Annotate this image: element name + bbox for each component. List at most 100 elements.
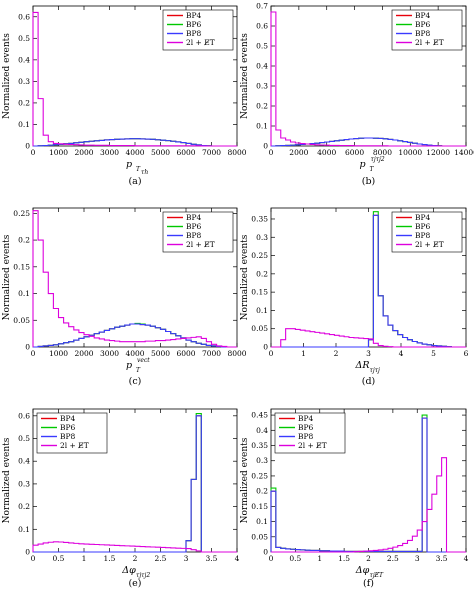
x-axis-label: p [126,360,132,371]
legend-entry-label: BP8 [298,432,314,441]
series-line-bp8 [33,323,237,348]
x-axis-label-subsubscript: τh [141,169,148,176]
y-tick-label: 0.4 [256,426,268,435]
panel-caption: (a) [128,176,141,187]
y-tick-label: 0.2 [256,102,268,111]
legend-entry-label: BP4 [186,213,202,222]
x-tick-label: 2.5 [155,554,167,563]
x-axis-label-subscript: T [136,166,141,173]
panel-caption: (c) [129,376,142,387]
x-tick-label: 0.5 [53,554,65,563]
y-tick-label: 0 [263,142,268,151]
chart-panel-5: 0 0.5 1 1.5 2 2.5 3 3.5 4 0 0.05 0.1 0.15 0.2 0.25 0.3 0… [240,408,469,589]
y-tick-label: 0.05 [251,532,268,541]
x-tick-label: 2 [133,554,138,563]
x-tick-label: 5 [431,349,436,358]
y-tick-label: 0 [25,548,30,557]
series-line-2let [271,328,466,348]
y-tick-label: 0.15 [251,288,268,297]
legend-entry-label: 2l + E̸T [60,441,89,450]
x-axis-label-subscript: τjτj2 [136,572,150,579]
x-tick-label: 6000 [176,148,195,157]
y-tick-label: 0.3 [256,456,268,465]
y-tick-label: 0.1 [18,525,30,534]
y-tick-label: 0.1 [256,122,268,131]
legend-entry-label: BP6 [186,222,202,231]
x-tick-label: 5000 [151,148,170,157]
x-tick-label: 3 [366,349,371,358]
y-tick-label: 0.1 [18,289,30,298]
legend-box [391,211,463,253]
legend-entry-label: 2l + E̸T [415,38,444,47]
x-tick-label: 6 [464,349,469,358]
y-tick-label: 0.2 [18,502,30,511]
x-tick-label: 1000 [49,148,68,157]
x-tick-label: 8000 [227,148,246,157]
y-tick-label: 0.4 [256,62,268,71]
x-tick-label: 1.5 [338,554,350,563]
panel-caption: (e) [128,578,141,589]
legend-entry-label: BP4 [298,414,314,423]
legend-entry-label: BP4 [415,11,431,20]
y-axis-label: Normalized events [2,234,12,320]
legend-box [162,211,234,253]
y-tick-label: 0.6 [18,411,30,420]
y-tick-label: 0.1 [256,517,268,526]
chart-panel-0: 0 1000 2000 3000 4000 5000 6000 7000 8000 0 0.1 0.2… [2,5,247,187]
x-tick-label: 4000 [125,148,144,157]
series-line-bp8 [270,417,466,553]
legend-entry-label: BP8 [60,432,76,441]
x-axis-label-subscript: T [370,166,375,173]
x-tick-label: 2000 [74,349,93,358]
y-tick-label: 0.7 [256,2,268,11]
y-tick-label: 0 [25,142,30,151]
x-tick-label: 12000 [426,148,450,157]
x-tick-label: 4 [464,554,469,563]
y-tick-label: 0.05 [13,316,30,325]
y-tick-label: 0 [263,343,268,352]
y-tick-label: 0.35 [251,214,268,223]
x-tick-label: 3 [184,554,189,563]
x-tick-label: 0 [269,554,274,563]
x-tick-label: 3.5 [436,554,448,563]
series-line-bp8 [33,415,237,553]
legend-entry-label: BP8 [186,231,202,240]
x-axis-label: Δφ [355,565,370,576]
x-tick-label: 6000 [345,148,364,157]
y-tick-label: 0.15 [251,502,268,511]
y-tick-label: 0.3 [18,77,30,86]
legend-box [391,9,463,51]
x-tick-label: 3000 [100,148,119,157]
x-tick-label: 1 [301,349,306,358]
legend-entry-label: BP4 [60,414,76,423]
y-tick-label: 0.1 [256,306,268,315]
x-tick-label: 8000 [373,148,392,157]
legend-entry-label: BP4 [415,213,431,222]
legend-entry-label: 2l + E̸T [186,38,215,47]
y-tick-label: 0.5 [256,42,268,51]
legend-entry-label: BP6 [60,423,76,432]
x-axis-label-superscript: τjτj2 [371,156,385,163]
series-line-2let [32,541,237,553]
legend-entry-label: 2l + E̸T [298,441,327,450]
x-tick-label: 4000 [125,349,144,358]
y-tick-label: 0.4 [18,457,30,466]
x-tick-label: 7000 [202,349,221,358]
x-tick-label: 0.5 [289,554,301,563]
chart-panel-3: 0 1 2 3 4 5 6 0 0.05 0.1 0.15 0.2 0.25 0.3 0.35 Normali… [240,207,469,387]
legend-entry-label: BP8 [186,29,202,38]
y-tick-label: 0.45 [251,411,268,420]
panel-caption: (d) [362,376,376,387]
x-axis-label: ΔR [354,360,369,371]
y-axis-label: Normalized events [2,437,12,523]
legend-entry-label: BP6 [186,20,202,29]
legend-entry-label: BP4 [186,11,202,20]
y-tick-label: 0.6 [256,22,268,31]
series-line-2let [32,210,237,348]
y-tick-label: 0.2 [256,269,268,278]
x-tick-label: 4000 [317,148,336,157]
